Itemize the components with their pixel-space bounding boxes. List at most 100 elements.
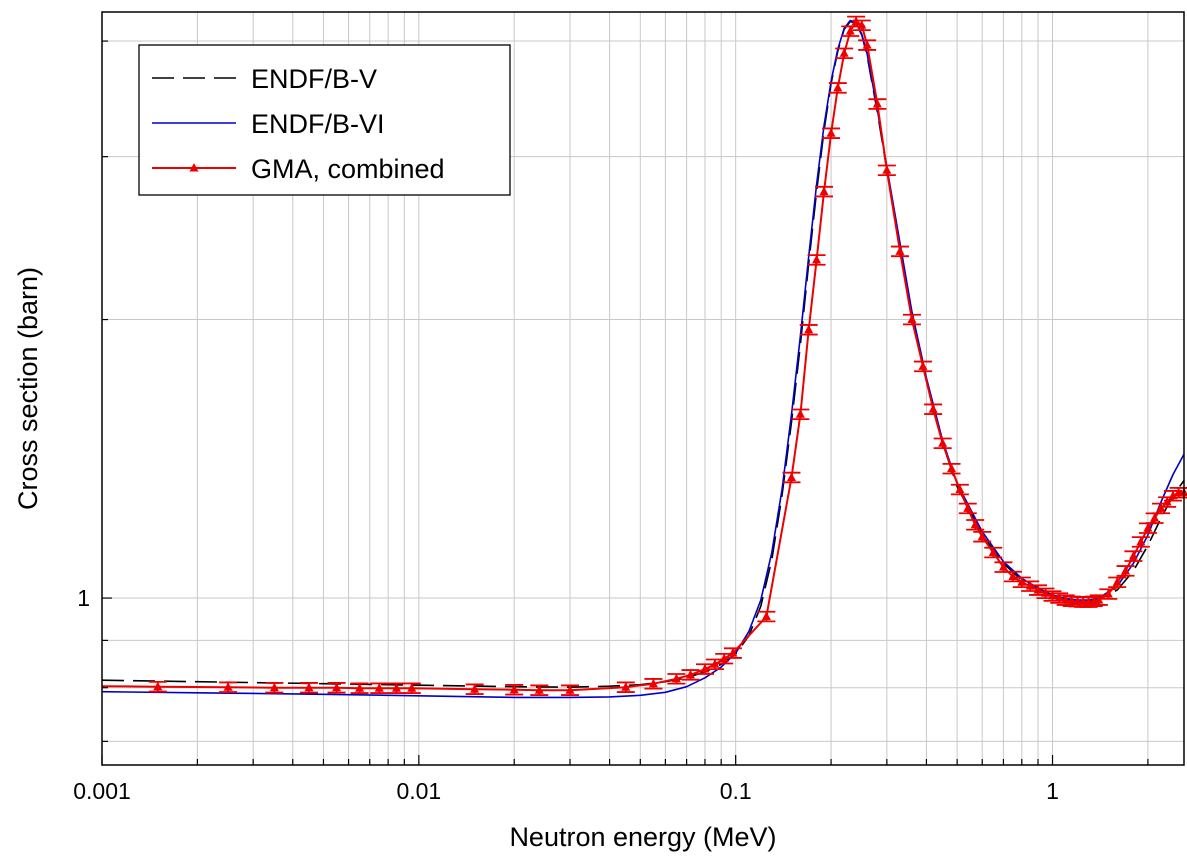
data-point [723, 647, 742, 659]
triangle-marker [938, 438, 948, 447]
x-axis-title: Neutron energy (MeV) [509, 822, 776, 852]
triangle-marker [839, 48, 849, 57]
data-point [505, 684, 524, 696]
triangle-marker [1094, 595, 1104, 604]
series-layer [101, 15, 1187, 699]
triangle-marker [955, 484, 965, 494]
triangle-marker [761, 611, 771, 621]
data-point [705, 658, 724, 671]
data-point [913, 360, 932, 373]
triangle-marker [355, 683, 365, 692]
y-tick-label: 1 [77, 585, 90, 611]
legend-label: ENDF/B-VI [251, 109, 385, 139]
data-point [890, 245, 909, 258]
triangle-marker [947, 463, 957, 473]
data-point [327, 682, 346, 694]
data-point [387, 682, 406, 694]
data-point [402, 682, 421, 694]
data-point [350, 682, 369, 694]
data-point [822, 127, 841, 139]
triangle-marker [857, 20, 867, 29]
data-point [1108, 576, 1127, 589]
triangle-marker [391, 683, 401, 692]
triangle-marker [872, 98, 882, 108]
triangle-marker [1067, 596, 1077, 605]
data-point [1116, 565, 1135, 577]
triangle-marker [407, 683, 417, 692]
data-point [695, 663, 714, 675]
data-point [868, 98, 887, 110]
data-point [1089, 594, 1108, 606]
triangle-marker [812, 254, 822, 264]
triangle-marker [845, 26, 855, 35]
triangle-marker [470, 684, 480, 693]
triangle-marker [269, 682, 279, 692]
triangle-marker [1143, 523, 1153, 532]
x-tick-label: 1 [1046, 778, 1059, 804]
triangle-marker [988, 547, 998, 557]
legend-item: GMA, combined [152, 154, 445, 184]
triangle-marker [728, 648, 738, 657]
data-point [370, 682, 389, 694]
triangle-marker [970, 519, 980, 529]
triangle-marker [819, 186, 829, 196]
data-point [791, 408, 810, 421]
x-tick-label: 0.1 [720, 778, 752, 804]
data-point [902, 313, 921, 326]
triangle-marker [565, 685, 575, 694]
data-point [942, 462, 961, 475]
series-line [101, 19, 1185, 699]
triangle-marker [710, 659, 720, 668]
x-tick-label: 0.001 [73, 778, 131, 804]
triangle-marker [153, 681, 163, 691]
triangle-marker [862, 40, 872, 49]
triangle-marker [1040, 588, 1050, 597]
data-point [465, 683, 484, 695]
triangle-marker [804, 324, 814, 334]
data-point [852, 19, 871, 32]
triangle-marker [795, 409, 805, 418]
triangle-marker [1073, 596, 1083, 606]
data-point [757, 610, 776, 623]
data-point [644, 678, 663, 690]
triangle-marker [1112, 577, 1122, 586]
legend: ENDF/B-V ENDF/B-VI GMA, combined [138, 44, 511, 196]
data-point [616, 681, 635, 693]
triangle-marker [374, 683, 384, 692]
data-point [933, 437, 952, 450]
data-point [782, 471, 801, 484]
data-point [265, 682, 284, 694]
data-point [148, 681, 167, 693]
triangle-marker [1061, 595, 1071, 604]
triangle-marker [998, 562, 1008, 571]
data-point [994, 561, 1013, 573]
triangle-marker [882, 165, 892, 174]
data-point [984, 546, 1003, 559]
series-endf-b-vi [101, 19, 1185, 699]
series-gma-combined [101, 15, 1187, 696]
triangle-marker [907, 314, 917, 324]
legend-box [138, 44, 511, 196]
data-point [828, 82, 847, 94]
triangle-marker [1103, 589, 1113, 598]
data-point [799, 324, 818, 336]
triangle-marker [895, 246, 905, 255]
triangle-marker [671, 673, 681, 683]
data-point [1124, 550, 1143, 562]
triangle-marker [509, 684, 519, 694]
legend-label: GMA, combined [251, 154, 445, 184]
tick-layer: 0.001 0.01 0.1 1 1 [73, 40, 1149, 804]
data-point [973, 530, 992, 543]
triangle-marker [700, 664, 710, 673]
triangle-marker [963, 503, 973, 512]
data-point [530, 684, 549, 696]
x-tick-label: 0.01 [396, 778, 441, 804]
legend-label: ENDF/B-V [251, 64, 377, 94]
y-axis-title: Cross section (barn) [13, 267, 43, 510]
triangle-marker [833, 82, 843, 92]
triangle-marker [648, 678, 658, 688]
triangle-marker [534, 685, 544, 694]
data-point [958, 502, 977, 515]
triangle-marker [786, 472, 796, 481]
